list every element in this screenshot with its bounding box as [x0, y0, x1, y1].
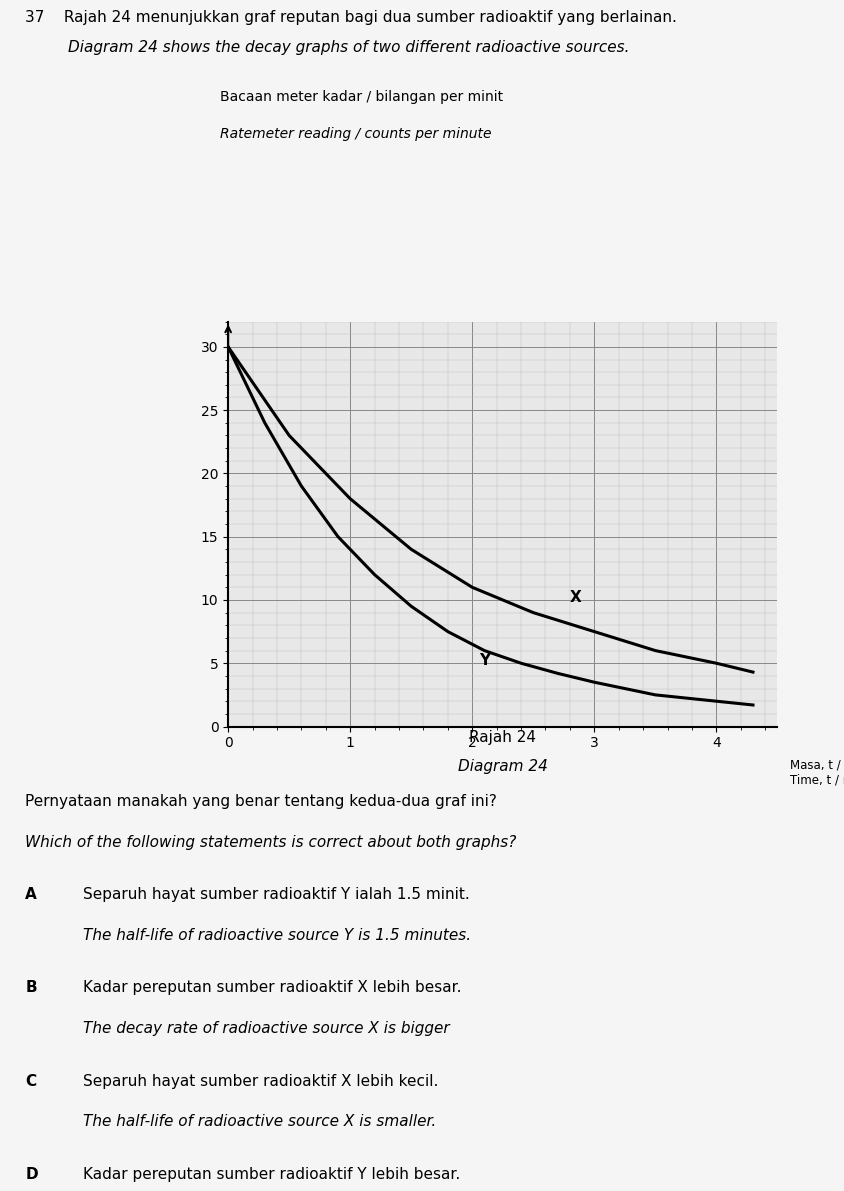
- Text: Diagram 24 shows the decay graphs of two different radioactive sources.: Diagram 24 shows the decay graphs of two…: [68, 40, 628, 55]
- Text: A: A: [25, 887, 37, 903]
- Text: Separuh hayat sumber radioaktif Y ialah 1.5 minit.: Separuh hayat sumber radioaktif Y ialah …: [83, 887, 469, 903]
- Text: The half-life of radioactive source X is smaller.: The half-life of radioactive source X is…: [83, 1114, 436, 1129]
- Text: The half-life of radioactive source Y is 1.5 minutes.: The half-life of radioactive source Y is…: [83, 928, 470, 943]
- Text: Diagram 24: Diagram 24: [457, 759, 547, 774]
- Text: Kadar pereputan sumber radioaktif Y lebih besar.: Kadar pereputan sumber radioaktif Y lebi…: [83, 1167, 459, 1181]
- Text: 37    Rajah 24 menunjukkan graf reputan bagi dua sumber radioaktif yang berlaina: 37 Rajah 24 menunjukkan graf reputan bag…: [25, 10, 676, 25]
- Text: Which of the following statements is correct about both graphs?: Which of the following statements is cor…: [25, 835, 517, 849]
- Text: Rajah 24: Rajah 24: [468, 730, 536, 746]
- Text: Ratemeter reading / counts per minute: Ratemeter reading / counts per minute: [219, 126, 490, 141]
- Text: The decay rate of radioactive source X is bigger: The decay rate of radioactive source X i…: [83, 1021, 449, 1036]
- Text: Separuh hayat sumber radioaktif X lebih kecil.: Separuh hayat sumber radioaktif X lebih …: [83, 1073, 437, 1089]
- Text: X: X: [570, 590, 582, 605]
- Text: Pernyataan manakah yang benar tentang kedua-dua graf ini?: Pernyataan manakah yang benar tentang ke…: [25, 794, 496, 809]
- Text: Masa, t / minit
Time, t / minute: Masa, t / minit Time, t / minute: [788, 759, 844, 786]
- Text: C: C: [25, 1073, 36, 1089]
- Text: Y: Y: [479, 653, 490, 668]
- Text: D: D: [25, 1167, 38, 1181]
- Text: B: B: [25, 980, 37, 996]
- Text: Bacaan meter kadar / bilangan per minit: Bacaan meter kadar / bilangan per minit: [219, 91, 502, 104]
- Text: Kadar pereputan sumber radioaktif X lebih besar.: Kadar pereputan sumber radioaktif X lebi…: [83, 980, 461, 996]
